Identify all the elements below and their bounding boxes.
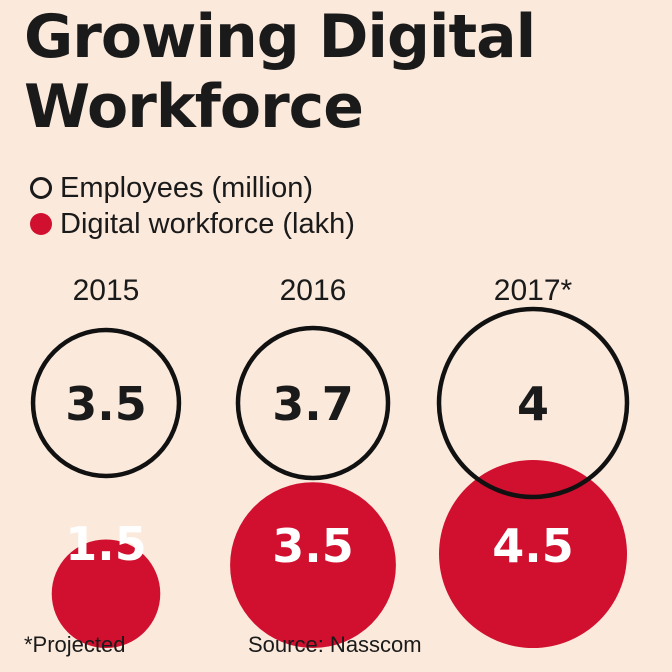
year-label: 2015: [73, 274, 140, 307]
digital-bubble: [51, 539, 161, 648]
employees-value-label: 3.5: [65, 377, 147, 431]
source-note: Source: Nasscom: [248, 632, 422, 657]
employees-bubble: [436, 306, 630, 500]
year-label: 2017*: [494, 274, 573, 307]
title-line-1: Growing Digital: [24, 2, 536, 72]
chart-title: Growing Digital Workforce: [24, 2, 536, 142]
digital-bubble: [230, 482, 396, 648]
digital-value-label: 1.5: [65, 517, 147, 571]
filled-circle-icon: [30, 213, 52, 235]
employees-value-label: 3.7: [272, 377, 354, 431]
legend-item-employees: Employees (million): [30, 170, 355, 206]
legend-label-digital: Digital workforce (lakh): [60, 207, 355, 240]
legend-label-employees: Employees (million): [60, 171, 314, 204]
digital-value-label: 3.5: [272, 519, 354, 573]
employees-bubble: [235, 325, 391, 481]
employees-bubble: [30, 327, 182, 479]
year-label: 2016: [280, 274, 347, 307]
legend: Employees (million) Digital workforce (l…: [30, 170, 355, 242]
outline-circle-icon: [30, 177, 52, 199]
legend-item-digital: Digital workforce (lakh): [30, 206, 355, 242]
digital-value-label: 4.5: [492, 519, 574, 573]
title-line-2: Workforce: [24, 72, 364, 142]
digital-bubble: [439, 460, 627, 648]
employees-value-label: 4: [517, 377, 549, 431]
footnote: *Projected: [24, 632, 126, 657]
